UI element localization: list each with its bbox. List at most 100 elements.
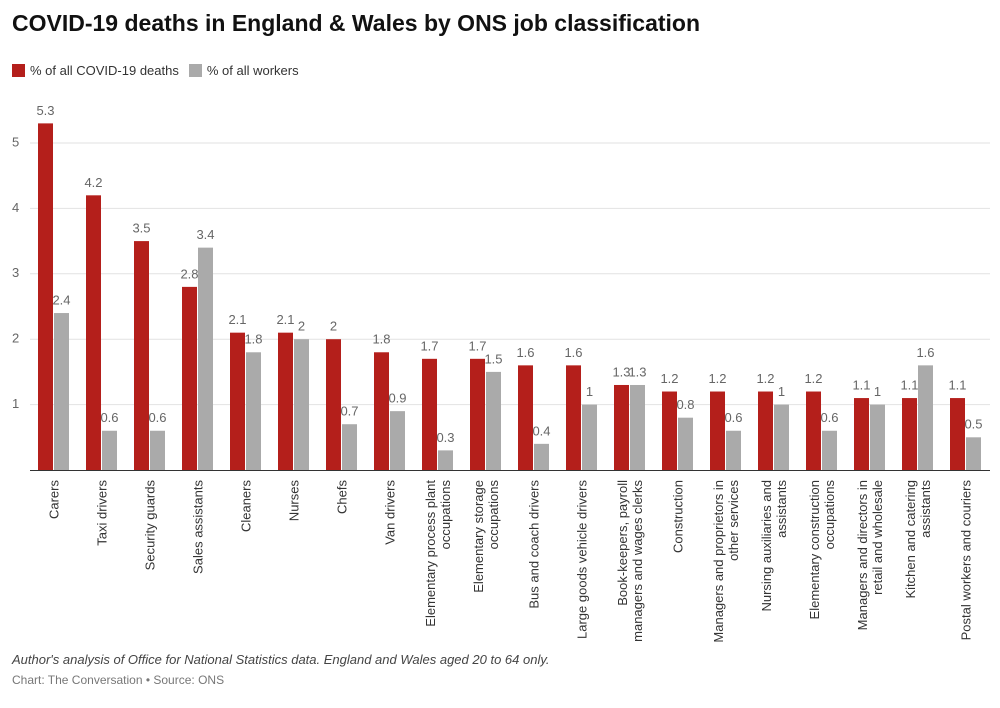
y-tick-label: 3	[12, 265, 19, 280]
value-label: 1.2	[708, 371, 726, 386]
bar	[854, 398, 869, 470]
bar	[326, 339, 341, 470]
value-label: 1.5	[484, 351, 502, 366]
value-label: 0.6	[100, 410, 118, 425]
value-label: 2.4	[52, 292, 70, 307]
x-tick-label: Managers and proprietors in other servic…	[711, 480, 741, 643]
bar	[486, 371, 501, 470]
legend-item: % of all workers	[188, 63, 299, 78]
bar	[38, 123, 53, 470]
value-label: 1.3	[628, 364, 646, 379]
bar	[566, 365, 581, 470]
value-label: 1.6	[564, 345, 582, 360]
value-label: 1.6	[516, 345, 534, 360]
value-label: 0.6	[820, 410, 838, 425]
value-label: 3.5	[132, 221, 150, 236]
legend: % of all COVID-19 deaths % of all workers	[12, 63, 299, 78]
x-tick-label: Security guards	[142, 480, 158, 571]
bar	[822, 430, 837, 470]
value-label: 1	[586, 384, 593, 399]
bar	[518, 365, 533, 470]
bar	[86, 195, 101, 470]
bar	[774, 404, 789, 470]
x-tick-label: Elementary construction occupations	[807, 480, 837, 620]
bar	[182, 286, 197, 470]
bar	[134, 241, 149, 470]
bar	[102, 430, 117, 470]
value-label: 1.3	[612, 364, 630, 379]
bar	[534, 443, 549, 470]
value-label: 1	[874, 384, 881, 399]
legend-swatch	[12, 64, 25, 77]
bar	[870, 404, 885, 470]
value-label: 2.1	[228, 312, 246, 327]
bar	[678, 417, 693, 470]
bar	[950, 398, 965, 470]
bar	[662, 391, 677, 470]
bar	[918, 365, 933, 470]
value-label: 1.8	[244, 332, 262, 347]
x-tick-label: Sales assistants	[190, 480, 206, 574]
value-label: 0.9	[388, 391, 406, 406]
bar	[150, 430, 165, 470]
bar	[198, 247, 213, 470]
value-label: 1	[778, 384, 785, 399]
source: Chart: The Conversation • Source: ONS	[12, 673, 225, 687]
value-label: 3.4	[196, 227, 214, 242]
legend-label: % of all COVID-19 deaths	[30, 63, 179, 78]
bar	[342, 424, 357, 470]
value-label: 0.5	[964, 417, 982, 432]
bar	[582, 404, 597, 470]
value-label: 1.7	[420, 338, 438, 353]
value-label: 2	[298, 319, 305, 334]
value-label: 0.8	[676, 397, 694, 412]
bar	[374, 352, 389, 470]
value-label: 0.3	[436, 430, 454, 445]
legend-swatch	[188, 64, 202, 77]
value-label: 1.2	[804, 371, 822, 386]
x-tick-label: Large goods vehicle drivers	[574, 480, 590, 639]
bar	[726, 430, 741, 470]
bar	[614, 384, 629, 470]
x-tick-label: Van drivers	[382, 480, 398, 545]
value-label: 1.1	[948, 377, 966, 392]
value-label: 2.8	[180, 266, 198, 281]
x-tick-label: Taxi drivers	[94, 480, 110, 546]
value-label: 0.7	[340, 404, 358, 419]
y-tick-label: 5	[12, 134, 19, 149]
x-tick-label: Postal workers and couriers	[958, 480, 974, 641]
x-tick-label: Kitchen and catering assistants	[903, 480, 933, 599]
y-tick-label: 1	[12, 396, 19, 411]
bar	[54, 313, 69, 470]
value-label: 5.3	[36, 103, 54, 118]
value-label: 1.2	[660, 371, 678, 386]
bar	[902, 398, 917, 470]
x-tick-label: Elementary storage occupations	[471, 480, 501, 593]
x-tick-label: Book-keepers, payroll managers and wages…	[615, 480, 645, 642]
value-label: 1.8	[372, 332, 390, 347]
x-tick-label: Bus and coach drivers	[526, 480, 542, 609]
x-tick-label: Nursing auxiliaries and assistants	[759, 480, 789, 612]
note: Author's analysis of Office for National…	[12, 652, 550, 667]
x-tick-label: Chefs	[334, 480, 350, 514]
value-label: 1.2	[756, 371, 774, 386]
bar	[806, 391, 821, 470]
value-label: 1.6	[916, 345, 934, 360]
x-tick-label: Elementary process plant occupations	[423, 480, 453, 627]
x-tick-label: Cleaners	[238, 480, 254, 533]
bar	[438, 450, 453, 470]
bar	[758, 391, 773, 470]
y-tick-label: 2	[12, 331, 19, 346]
value-label: 2.1	[276, 312, 294, 327]
value-label: 1.1	[900, 377, 918, 392]
x-tick-label: Construction	[670, 480, 686, 553]
bar	[294, 339, 309, 470]
bar	[278, 332, 293, 470]
bar	[390, 411, 405, 470]
bar	[230, 332, 245, 470]
value-label: 2	[330, 319, 337, 334]
legend-item: % of all COVID-19 deaths	[12, 63, 179, 78]
value-label: 0.4	[532, 423, 550, 438]
